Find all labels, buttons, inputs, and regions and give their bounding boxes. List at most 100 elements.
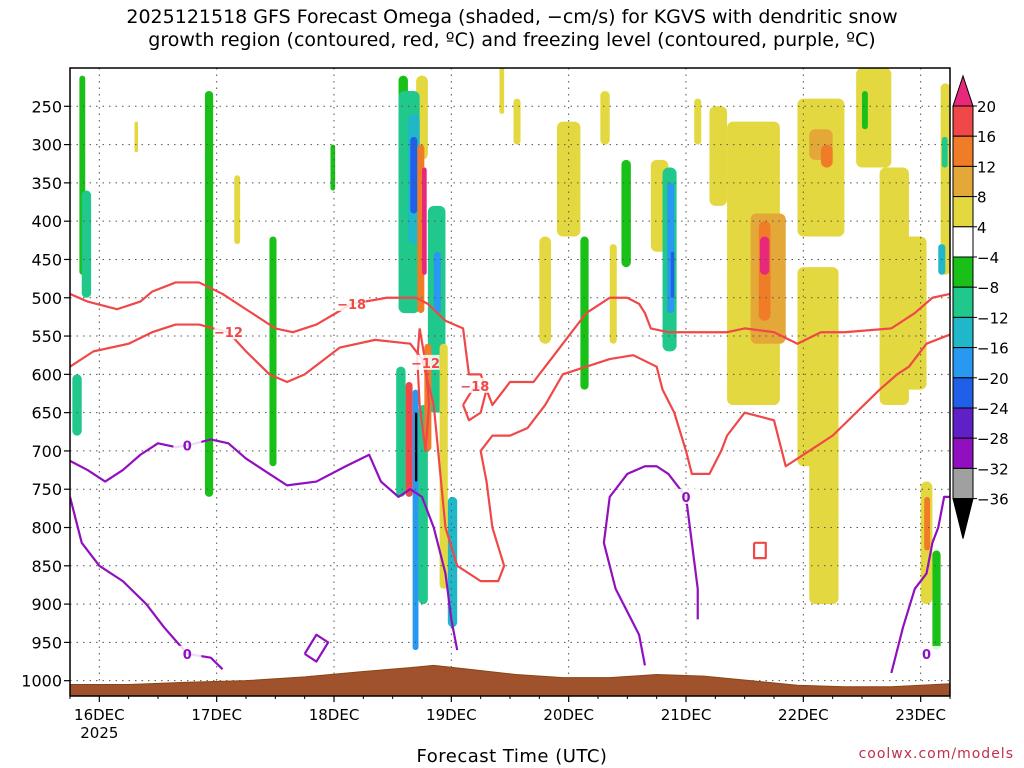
x-tick-label-16DEC: 16DEC (74, 706, 125, 724)
y-tick-label-350: 350 (31, 174, 62, 193)
y-tick-label-500: 500 (31, 289, 62, 308)
chart-title-line-2: growth region (contoured, red, ºC) and f… (148, 29, 876, 51)
omega-cell-53 (924, 496, 931, 551)
colorbar-label-8: −16 (977, 340, 1009, 358)
y-tick-label-900: 900 (31, 595, 62, 614)
x-tick-label-20DEC: 20DEC (543, 706, 594, 724)
dgz-contour-1 (70, 323, 950, 583)
plot-area: −18 −12 −12 −18 0 0 0 0 (69, 67, 951, 697)
omega-cell-12 (410, 136, 418, 214)
omega-cell-43 (797, 98, 845, 237)
omega-cell-31 (609, 244, 617, 344)
omega-cell-49 (862, 90, 868, 130)
colorbar-label-13: −36 (977, 491, 1009, 509)
colorbar-label-2: 12 (977, 158, 996, 176)
dgz-label-bg-0 (337, 295, 366, 311)
y-tick-label-600: 600 (31, 365, 62, 384)
freezing-contour-1 (70, 496, 224, 670)
x-tick-label-22DEC: 22DEC (778, 706, 829, 724)
omega-cell-32 (621, 159, 631, 268)
colorbar: 20 16 12 8 4 −4 −8 −12 −16 −20 −24 −28 −32 −36 (952, 74, 1009, 539)
colorbar-swatch-11 (952, 407, 974, 439)
y-axis: 250 300 350 400 450 500 550 600 650 700 750 800 850 9… (21, 97, 70, 691)
colorbar-swatch-12 (952, 437, 974, 469)
omega-cell-50 (879, 167, 909, 405)
colorbar-label-9: −20 (977, 370, 1009, 388)
omega-cell-56 (941, 136, 948, 168)
omega-cell-30 (600, 90, 610, 145)
grid-lines (70, 68, 950, 696)
dgz-contour-0 (70, 281, 950, 407)
terrain-surface (70, 664, 950, 696)
dgz-label-bg-2 (411, 354, 440, 370)
freezing-label-3: 0 (922, 648, 931, 663)
x-tick-label-23DEC: 23DEC (895, 706, 946, 724)
terrain-fill (70, 664, 950, 696)
omega-cell-16 (433, 251, 441, 314)
freezing-label-1: 0 (183, 648, 192, 663)
chart-title: 2025121518 GFS Forecast Omega (shaded, −… (0, 6, 1024, 52)
dgz-label-3: −18 (460, 380, 489, 395)
colorbar-bottom-arrow (952, 498, 974, 539)
omega-cell-5 (234, 175, 241, 245)
colorbar-label-7: −12 (977, 309, 1009, 327)
freezing-label-bg-2 (672, 488, 700, 504)
omega-cell-26 (513, 98, 521, 145)
y-tick-label-250: 250 (31, 97, 62, 116)
colorbar-swatch-7 (952, 286, 974, 318)
dgz-contour-4 (752, 541, 767, 560)
omega-cell-20 (414, 412, 418, 482)
omega-cell-2 (72, 374, 82, 436)
colorbar-label-0: 20 (977, 98, 996, 116)
omega-cell-27 (539, 236, 552, 344)
x-axis-title: Forecast Time (UTC) (416, 746, 608, 767)
omega-cell-21 (418, 404, 428, 605)
freezing-contour-0 (70, 438, 459, 651)
colorbar-label-6: −8 (977, 279, 999, 297)
freezing-label-bg-1 (173, 645, 202, 661)
omega-cell-36 (670, 251, 675, 298)
y-tick-label-550: 550 (31, 327, 62, 346)
y-tick-label-750: 750 (31, 480, 62, 499)
omega-cell-3 (134, 121, 139, 153)
colorbar-swatch-13 (952, 467, 974, 500)
omega-shading (72, 68, 950, 651)
y-tick-label-400: 400 (31, 212, 62, 231)
omega-cell-4 (204, 90, 214, 497)
colorbar-swatch-10 (952, 377, 974, 409)
y-tick-label-800: 800 (31, 519, 62, 538)
colorbar-label-11: −28 (977, 430, 1009, 448)
freezing-contour-3 (890, 495, 950, 674)
y-tick-label-450: 450 (31, 250, 62, 269)
omega-cell-17 (396, 366, 406, 497)
y-tick-label-850: 850 (31, 557, 62, 576)
colorbar-label-5: −4 (977, 249, 999, 267)
omega-cell-24 (447, 496, 458, 628)
omega-cell-29 (580, 236, 589, 390)
dgz-label-0: −18 (337, 298, 366, 313)
omega-cell-54 (932, 550, 941, 651)
credit-text: coolwx.com/models (858, 746, 1014, 762)
colorbar-label-3: 8 (977, 189, 987, 207)
dgz-label-bg-3 (460, 377, 489, 393)
x-tick-label-17DEC: 17DEC (191, 706, 242, 724)
y-tick-label-300: 300 (31, 136, 62, 155)
colorbar-label-4: 4 (977, 219, 987, 237)
freezing-label-bg-0 (173, 437, 202, 453)
colorbar-label-10: −24 (977, 400, 1009, 418)
omega-cell-6 (269, 236, 277, 467)
colorbar-swatch-2 (952, 135, 974, 167)
omega-cell-46 (797, 267, 839, 467)
colorbar-swatch-8 (952, 316, 974, 349)
y-tick-label-700: 700 (31, 442, 62, 461)
colorbar-swatch-4 (952, 196, 974, 228)
omega-cell-7 (330, 144, 336, 191)
colorbar-label-1: 16 (977, 128, 996, 146)
omega-cell-37 (694, 98, 702, 145)
y-tick-label-650: 650 (31, 404, 62, 423)
omega-cell-38 (709, 106, 728, 206)
colorbar-swatch-3 (952, 165, 974, 198)
x-tick-label-19DEC: 19DEC (426, 706, 477, 724)
colorbar-swatch-6 (952, 256, 974, 288)
